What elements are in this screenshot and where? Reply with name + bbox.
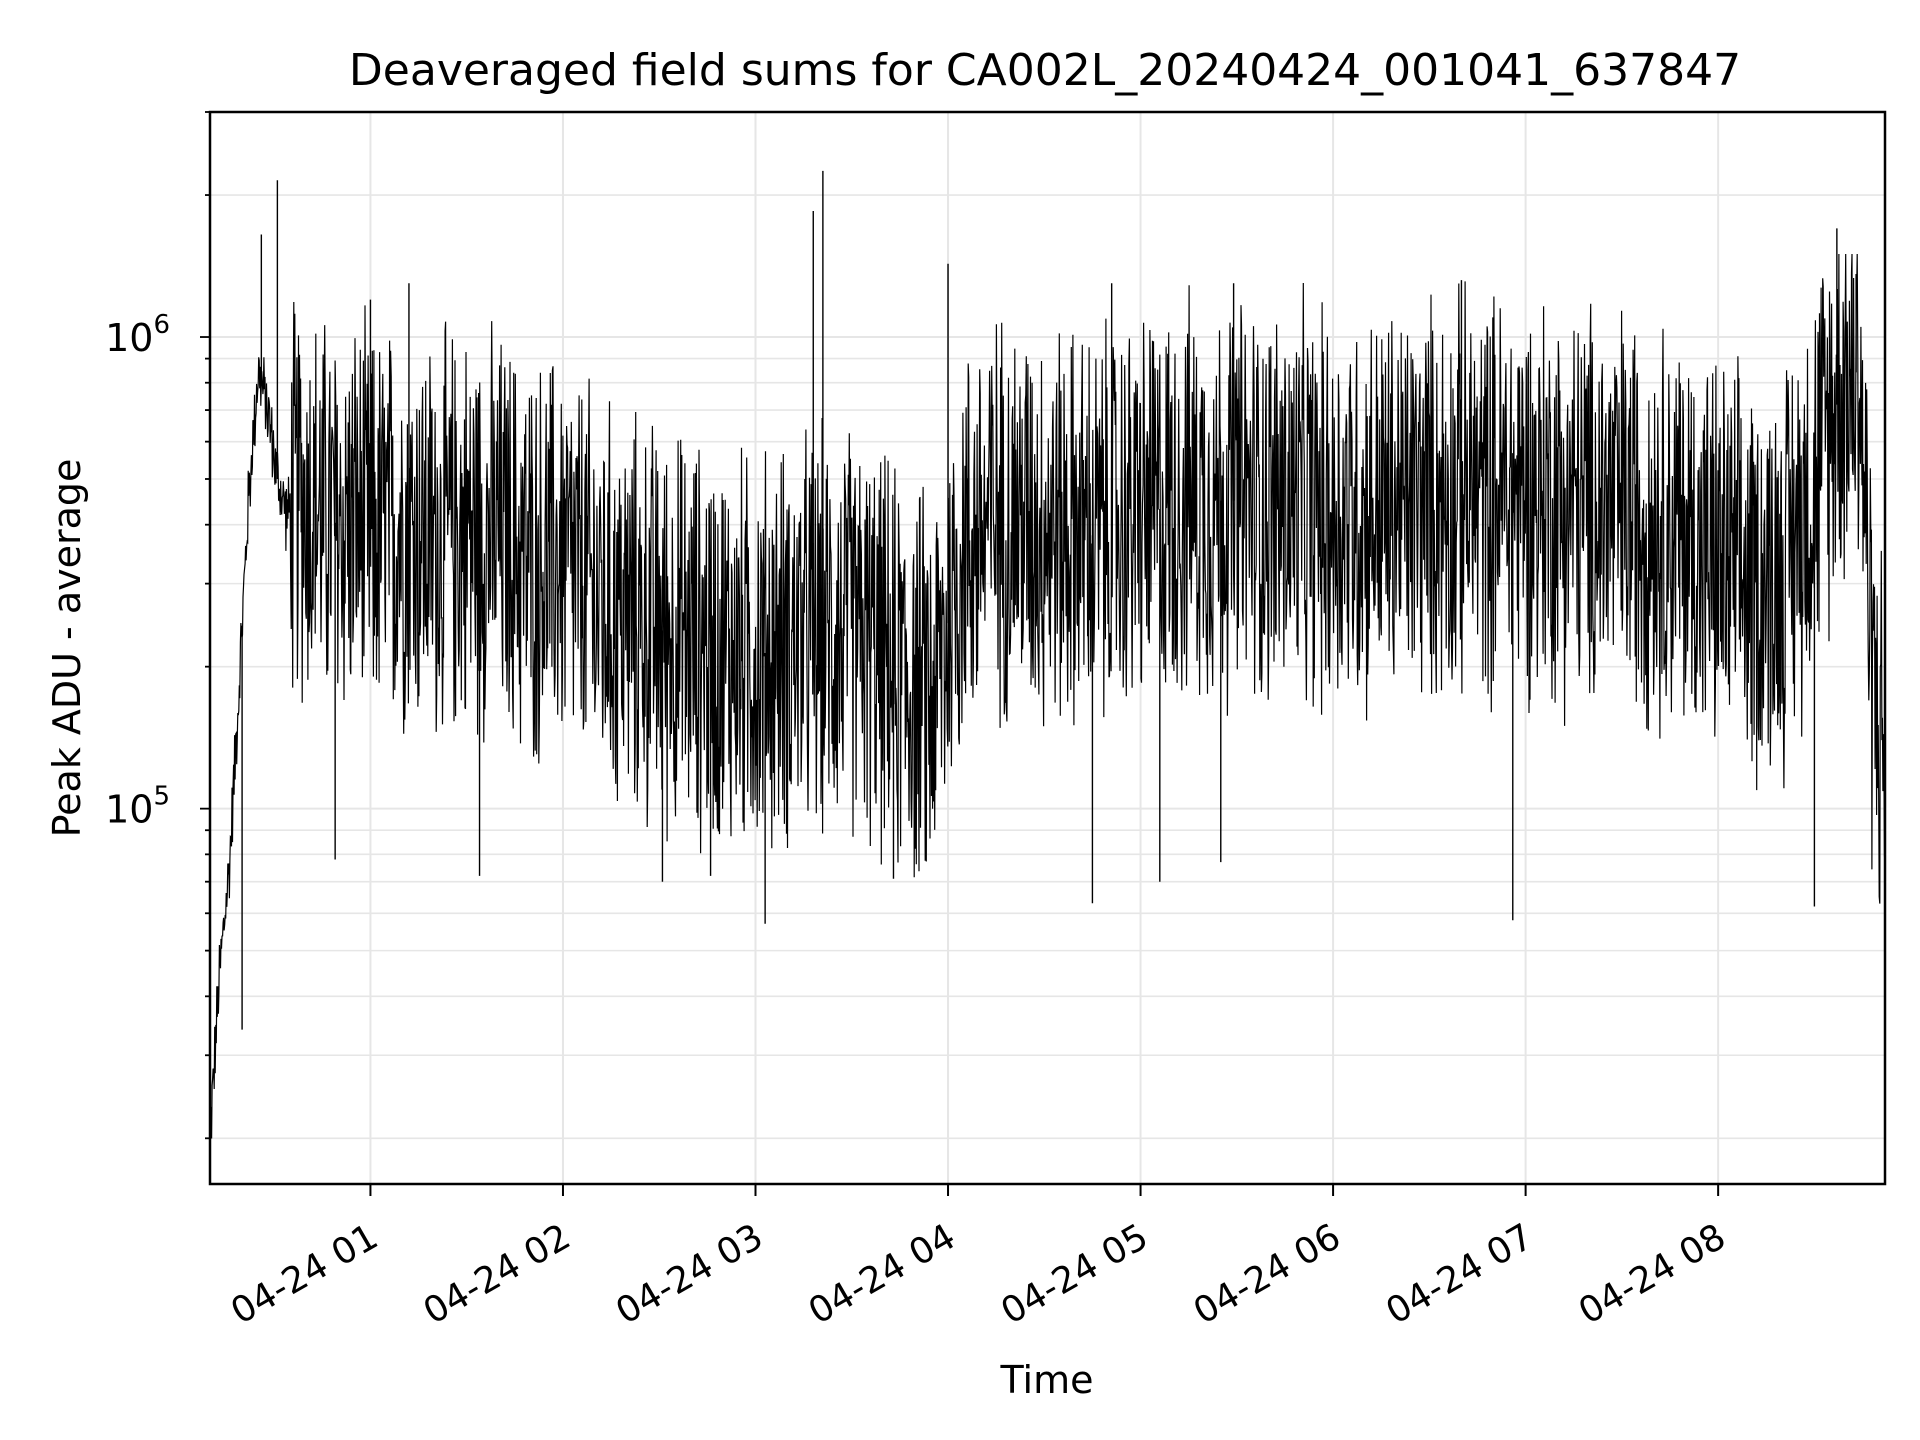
y-tick-label: 105: [105, 782, 170, 832]
y-axis-label: Peak ADU - average: [45, 459, 89, 838]
y-tick-label-base: 10: [105, 788, 153, 832]
data-series: [209, 170, 1886, 1139]
y-tick-label-base: 10: [105, 316, 153, 360]
y-tick-label: 106: [105, 310, 170, 360]
y-tick-label-exp: 6: [153, 310, 170, 340]
data-line: [209, 253, 1886, 1139]
chart-title: Deaveraged field sums for CA002L_2024042…: [349, 45, 1741, 96]
plot-frame: [208, 110, 1887, 1186]
x-axis-label: Time: [1000, 1358, 1094, 1402]
y-tick-label-exp: 5: [153, 782, 170, 812]
